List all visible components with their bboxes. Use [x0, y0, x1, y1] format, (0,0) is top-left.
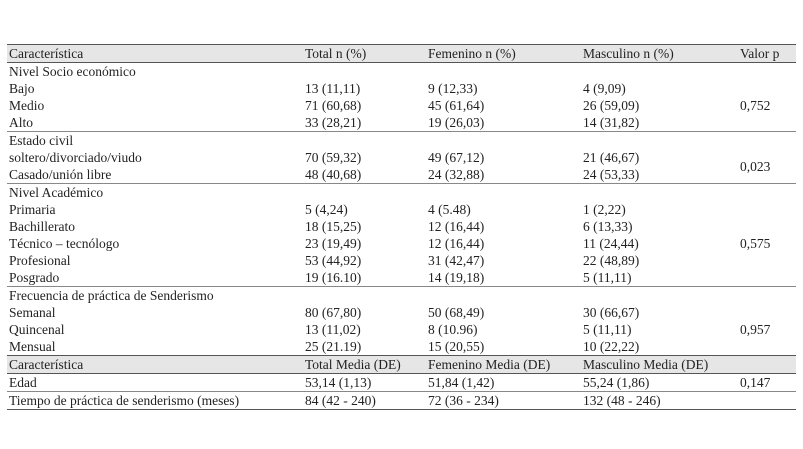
- group-title: Nivel Académico: [9, 185, 104, 200]
- value-cell: 5 (4,24): [305, 202, 348, 217]
- row-rule: [7, 391, 796, 392]
- value-cell: 9 (12,33): [428, 81, 478, 96]
- value-cell: 33 (28,21): [305, 115, 362, 130]
- value-cell: 6 (13,33): [583, 219, 633, 234]
- group-title: Frecuencia de práctica de Senderismo: [9, 288, 214, 303]
- header-cell: Valor p: [740, 46, 780, 61]
- top-rule: [7, 44, 796, 45]
- value-cell: 1 (2,22): [583, 202, 626, 217]
- row-label: Quincenal: [9, 322, 65, 337]
- value-cell: 51,84 (1,42): [428, 375, 495, 390]
- value-cell: 12 (16,44): [428, 236, 485, 251]
- row-label: Medio: [9, 98, 45, 113]
- value-cell: 53,14 (1,13): [305, 375, 372, 390]
- header-band: [7, 45, 796, 62]
- header-cell: Característica: [9, 46, 84, 61]
- value-cell: 26 (59,09): [583, 98, 640, 113]
- header-cell: Total Media (DE): [305, 357, 401, 372]
- value-cell: 13 (11,02): [305, 322, 361, 337]
- group-title: Nivel Socio económico: [9, 64, 136, 79]
- value-cell: 4 (9,09): [583, 81, 626, 96]
- header-cell: Masculino n (%): [583, 46, 674, 61]
- row-label: Alto: [9, 115, 34, 130]
- value-cell: 49 (67,12): [428, 150, 485, 165]
- row-label: Casado/unión libre: [9, 167, 112, 182]
- value-cell: 71 (60,68): [305, 98, 362, 113]
- value-cell: 31 (42,47): [428, 253, 485, 268]
- row-label: Tiempo de práctica de senderismo (meses): [9, 393, 240, 408]
- value-cell: 11 (24,44): [583, 236, 639, 251]
- group-rule: [7, 183, 796, 184]
- value-cell: 14 (19,18): [428, 270, 485, 285]
- value-cell: 21 (46,67): [583, 150, 640, 165]
- row-label: Semanal: [9, 305, 56, 320]
- value-cell: 10 (22,22): [583, 339, 640, 354]
- p-value: 0,752: [740, 98, 771, 113]
- value-cell: 15 (20,55): [428, 339, 485, 354]
- header-cell: Característica: [9, 357, 84, 372]
- value-cell: 5 (11,11): [583, 322, 632, 337]
- value-cell: 4 (5.48): [428, 202, 471, 217]
- header-rule: [7, 373, 796, 374]
- value-cell: 50 (68,49): [428, 305, 485, 320]
- row-label: Primaria: [9, 202, 56, 217]
- value-cell: 23 (19,49): [305, 236, 362, 251]
- header-rule: [7, 62, 796, 63]
- value-cell: 13 (11,11): [305, 81, 361, 96]
- row-label: soltero/divorciado/viudo: [9, 150, 142, 165]
- group-rule: [7, 131, 796, 132]
- value-cell: 22 (48,89): [583, 253, 640, 268]
- value-cell: 30 (66,67): [583, 305, 640, 320]
- row-label: Edad: [9, 375, 37, 390]
- header-cell: Masculino Media (DE): [583, 357, 709, 372]
- group-rule: [7, 286, 796, 287]
- value-cell: 72 (36 - 234): [428, 393, 499, 408]
- header-cell: Total n (%): [305, 46, 367, 61]
- bottom-rule: [7, 409, 796, 410]
- row-label: Bajo: [9, 81, 35, 96]
- header-band: [7, 356, 796, 373]
- group-rule: [7, 355, 796, 356]
- value-cell: 18 (15,25): [305, 219, 362, 234]
- value-cell: 45 (61,64): [428, 98, 485, 113]
- p-value: 0,957: [740, 322, 771, 337]
- p-value: 0,575: [740, 236, 771, 251]
- header-cell: Femenino Media (DE): [428, 357, 551, 372]
- p-value: 0,023: [740, 158, 771, 174]
- value-cell: 25 (21.19): [305, 339, 362, 354]
- value-cell: 48 (40,68): [305, 167, 362, 182]
- value-cell: 8 (10.96): [428, 322, 478, 337]
- header-cell: Femenino n (%): [428, 46, 516, 61]
- value-cell: 24 (53,33): [583, 167, 640, 182]
- value-cell: 132 (48 - 246): [583, 393, 661, 408]
- value-cell: 19 (16.10): [305, 270, 362, 285]
- value-cell: 80 (67,80): [305, 305, 362, 320]
- value-cell: 70 (59,32): [305, 150, 362, 165]
- row-label: Técnico – tecnólogo: [9, 236, 120, 251]
- value-cell: 84 (42 - 240): [305, 393, 376, 408]
- row-label: Profesional: [9, 253, 71, 268]
- group-title: Estado civil: [9, 133, 74, 148]
- value-cell: 53 (44,92): [305, 253, 362, 268]
- value-cell: 12 (16,44): [428, 219, 485, 234]
- row-label: Mensual: [9, 339, 56, 354]
- value-cell: 19 (26,03): [428, 115, 485, 130]
- value-cell: 55,24 (1,86): [583, 375, 650, 390]
- row-label: Bachillerato: [9, 219, 75, 234]
- value-cell: 0,147: [740, 375, 771, 390]
- value-cell: 24 (32,88): [428, 167, 485, 182]
- row-label: Posgrado: [9, 270, 60, 285]
- value-cell: 5 (11,11): [583, 270, 632, 285]
- value-cell: 14 (31,82): [583, 115, 640, 130]
